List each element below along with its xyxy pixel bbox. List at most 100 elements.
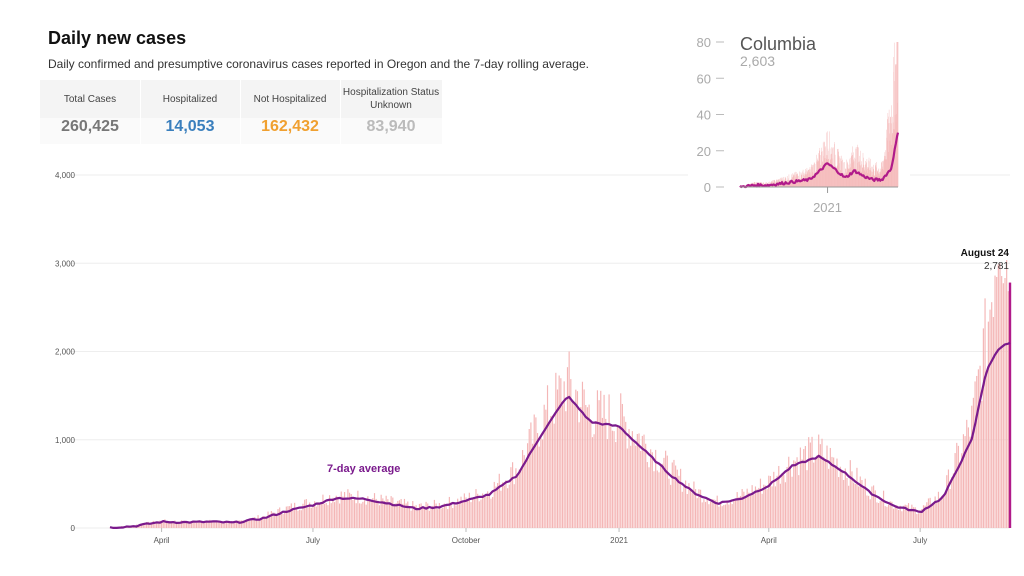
daily-bar: [255, 519, 257, 528]
daily-bar: [545, 409, 547, 528]
daily-bar: [666, 455, 668, 528]
daily-bar: [638, 433, 640, 528]
daily-bar: [447, 509, 449, 528]
daily-bar: [758, 487, 760, 528]
daily-bar: [976, 375, 978, 528]
daily-bar: [620, 393, 622, 528]
daily-bar: [422, 506, 424, 528]
daily-bar: [174, 520, 176, 528]
daily-bar: [833, 457, 835, 528]
daily-bar: [716, 495, 718, 528]
daily-bar: [274, 512, 276, 528]
average-annotation: 7-day average: [327, 463, 400, 475]
daily-bar: [688, 483, 690, 528]
daily-bar: [249, 520, 251, 528]
daily-bar: [989, 309, 991, 528]
daily-bar: [611, 430, 613, 528]
daily-bar: [322, 494, 324, 528]
daily-bar: [734, 500, 737, 528]
daily-bar: [410, 510, 412, 528]
chart-title: Daily new cases: [48, 28, 187, 48]
daily-bar: [719, 502, 722, 528]
daily-bar: [882, 490, 885, 528]
daily-bar: [846, 477, 848, 528]
daily-bar: [247, 520, 249, 528]
daily-bar: [418, 503, 421, 528]
daily-bar: [966, 419, 968, 528]
daily-bar: [806, 470, 808, 528]
daily-bar: [986, 371, 988, 528]
daily-bar: [834, 466, 836, 528]
daily-bar: [869, 499, 871, 528]
daily-bar: [413, 505, 416, 528]
daily-bar: [558, 375, 560, 528]
daily-bar: [902, 505, 905, 528]
daily-bar: [699, 489, 702, 528]
daily-bar: [252, 517, 254, 528]
daily-bar: [383, 500, 386, 528]
daily-bar: [485, 493, 487, 528]
stat-label: Total Cases: [63, 94, 117, 105]
daily-bar: [761, 493, 763, 528]
daily-bar: [338, 503, 341, 528]
daily-bar: [648, 467, 650, 528]
daily-bar: [314, 501, 316, 528]
daily-bar: [282, 514, 284, 528]
daily-bar: [566, 367, 569, 528]
daily-bar: [398, 500, 401, 528]
daily-bar: [992, 317, 994, 528]
daily-bar: [319, 503, 321, 528]
inset-y-tick-label: 80: [697, 35, 711, 50]
daily-bar: [698, 489, 700, 528]
inset-x-tick-label: 2021: [813, 200, 842, 215]
daily-bar: [189, 521, 191, 528]
daily-bar: [363, 500, 366, 528]
daily-bar: [658, 472, 660, 528]
daily-bar: [871, 486, 873, 528]
daily-bar: [636, 434, 638, 528]
daily-bar: [595, 421, 597, 528]
daily-bar: [854, 483, 856, 528]
daily-bar: [393, 503, 396, 528]
daily-bar: [224, 522, 226, 528]
daily-bar: [718, 506, 720, 528]
latest-date-annotation: August 24: [961, 248, 1010, 259]
daily-bar: [307, 507, 309, 528]
daily-bar: [210, 521, 213, 528]
y-tick-label: 1,000: [55, 436, 76, 445]
daily-bar: [347, 489, 349, 528]
daily-bar: [297, 510, 299, 528]
daily-bar: [934, 496, 936, 528]
daily-bar: [141, 524, 143, 528]
daily-bar: [653, 471, 655, 528]
daily-bar: [302, 503, 304, 528]
daily-bar: [661, 463, 663, 528]
daily-bar: [656, 470, 658, 528]
daily-bar: [704, 501, 707, 528]
daily-bar: [979, 365, 981, 528]
daily-bar: [227, 523, 229, 528]
daily-bar: [754, 486, 757, 528]
daily-bar: [570, 379, 572, 528]
stats-table: Total Cases 260,425 Hospitalized 14,053 …: [40, 80, 442, 144]
daily-bar: [483, 497, 485, 528]
daily-bar: [264, 516, 266, 528]
daily-bar: [831, 456, 833, 528]
daily-bar: [541, 439, 544, 528]
daily-bar: [626, 448, 628, 528]
daily-bar: [455, 505, 457, 528]
daily-bar: [192, 520, 194, 528]
stat-total-cases: Total Cases 260,425: [40, 80, 140, 136]
daily-bar: [265, 517, 267, 528]
daily-bar: [907, 503, 910, 528]
daily-bar: [510, 467, 512, 528]
daily-bar: [275, 514, 277, 528]
daily-bar: [838, 477, 840, 528]
x-tick-label: April: [761, 536, 777, 545]
daily-bar: [693, 481, 695, 528]
daily-bar: [616, 425, 618, 528]
daily-bar: [676, 469, 678, 528]
daily-bar: [535, 417, 537, 528]
daily-bar: [778, 465, 780, 528]
daily-bar: [779, 483, 782, 528]
